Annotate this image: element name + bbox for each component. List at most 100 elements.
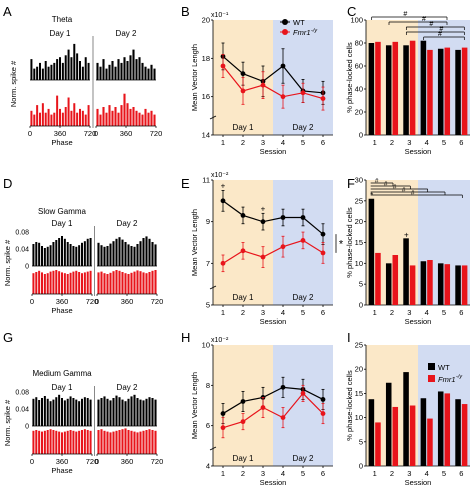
spike-bar (121, 399, 124, 426)
spike-bar (75, 246, 78, 266)
data-point (300, 391, 306, 396)
xtick-label: 0 (95, 457, 99, 466)
spike-bar (52, 430, 55, 454)
data-point (300, 215, 306, 220)
panel-letter-i: I (347, 330, 351, 345)
spike-bar (33, 68, 36, 80)
ytick-label: 0 (25, 264, 29, 271)
data-point (240, 88, 246, 94)
ytick-label: 20 (355, 217, 363, 226)
spike-bar (76, 53, 79, 80)
panel-d-day-label: Day 2 (117, 219, 138, 228)
spike-bar (53, 112, 56, 126)
annotation-star: * (370, 191, 373, 200)
spike-bar (103, 246, 106, 266)
xtick-label: 1 (221, 138, 225, 147)
spike-bar (100, 245, 103, 266)
spike-bar (112, 431, 115, 454)
bar-fmr1 (461, 265, 468, 305)
bar-wt (455, 399, 461, 466)
spike-bar (135, 59, 138, 80)
spike-bar (124, 273, 127, 294)
spike-bar (139, 241, 142, 266)
spike-bar (83, 272, 86, 294)
spike-bar (30, 59, 33, 80)
spike-bar (121, 272, 124, 294)
ytick-label: 5 (206, 301, 210, 310)
spike-bar (124, 242, 127, 266)
spike-bar (145, 236, 148, 266)
bar-wt (403, 238, 409, 305)
xtick-label: 0 (95, 297, 99, 306)
axis-break (209, 285, 217, 290)
bar-fmr1 (444, 264, 451, 305)
xtick-label: 2 (241, 308, 245, 317)
xtick-label: 360 (56, 457, 69, 466)
spike-bar (49, 401, 52, 426)
spike-bar (67, 97, 70, 126)
data-point (260, 82, 266, 88)
panel-a-xlabel: Phase (51, 138, 72, 147)
spike-bar (49, 245, 52, 266)
xtick-label: 4 (425, 469, 429, 478)
panel-g-title: Medium Gamma (32, 369, 92, 378)
spike-bar (36, 105, 39, 126)
spike-bar (154, 430, 157, 454)
spike-bar (81, 398, 83, 426)
spike-bar (38, 270, 41, 294)
ytick-label: 0 (25, 424, 29, 431)
significance-mark: # (438, 31, 442, 38)
spike-bar (35, 430, 38, 454)
panel-h-yscale: x10⁻² (211, 337, 229, 344)
data-point (280, 215, 286, 220)
spike-bar (121, 239, 124, 266)
bar-wt (455, 49, 461, 135)
spike-bar (35, 272, 38, 294)
spike-bar (145, 398, 148, 426)
bar-wt (403, 372, 409, 466)
spike-bar (133, 394, 136, 426)
spike-bar (58, 271, 61, 294)
spike-bar (103, 430, 106, 454)
spike-bar (83, 241, 86, 266)
spike-bar (75, 399, 78, 426)
spike-bar (81, 110, 84, 126)
ytick-label: 8 (206, 381, 210, 390)
xtick-label: 5 (301, 469, 305, 478)
bar-wt (437, 391, 444, 466)
legend-fmr1-superscript: -/y (311, 28, 318, 34)
spike-bar (123, 57, 126, 80)
xtick-label: 5 (442, 308, 446, 317)
spike-bar (150, 64, 153, 80)
spike-bar (61, 62, 64, 80)
spike-bar (117, 112, 120, 126)
data-point (280, 94, 286, 100)
xtick-label: 3 (407, 138, 411, 147)
ytick-label: 40 (355, 85, 363, 94)
significance-mark: # (411, 190, 415, 197)
bar-wt (385, 45, 392, 135)
spike-bar (147, 112, 150, 126)
bar-wt (437, 48, 444, 135)
data-point (320, 231, 326, 237)
spike-bar (84, 57, 87, 80)
spike-bar (55, 240, 58, 266)
spike-bar (61, 398, 63, 426)
spike-bar (49, 271, 52, 294)
spike-bar (47, 108, 50, 126)
spike-bar (84, 114, 87, 126)
bar-wt (455, 265, 461, 305)
spike-bar (97, 272, 100, 294)
ytick-label: 5 (359, 280, 363, 289)
bar-fmr1 (375, 41, 381, 135)
spike-bar (58, 238, 61, 266)
data-point (320, 96, 326, 101)
ytick-label: 5 (359, 437, 363, 446)
spike-bar (86, 238, 89, 266)
ytick-label: 15 (355, 238, 363, 247)
significance-mark: # (375, 178, 379, 185)
xtick-label: 360 (56, 297, 69, 306)
xtick-label: 1 (373, 469, 377, 478)
xtick-label: 5 (301, 308, 305, 317)
bar-fmr1 (444, 47, 451, 135)
